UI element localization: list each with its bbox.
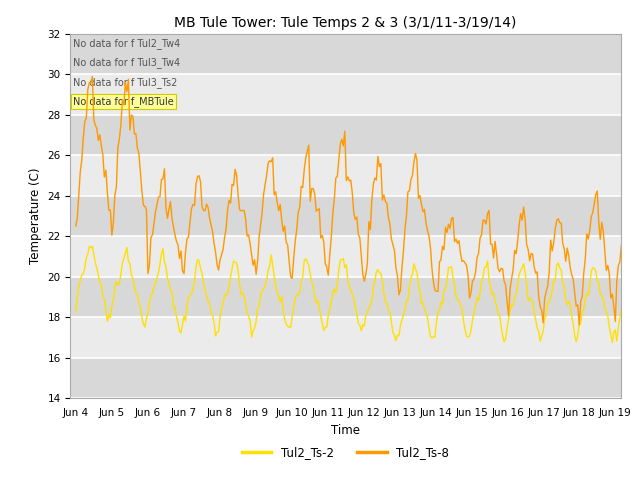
Legend: Tul2_Ts-2, Tul2_Ts-8: Tul2_Ts-2, Tul2_Ts-8: [237, 441, 454, 464]
Bar: [70, 358, 621, 398]
Bar: [70, 317, 621, 358]
Bar: [70, 236, 621, 277]
Bar: [70, 196, 621, 236]
Text: No data for f Tul3_Tw4: No data for f Tul3_Tw4: [73, 57, 180, 68]
X-axis label: Time: Time: [331, 424, 360, 437]
Text: No data for f Tul3_Ts2: No data for f Tul3_Ts2: [73, 77, 177, 87]
Title: MB Tule Tower: Tule Temps 2 & 3 (3/1/11-3/19/14): MB Tule Tower: Tule Temps 2 & 3 (3/1/11-…: [175, 16, 516, 30]
Text: No data for f Tul2_Tw4: No data for f Tul2_Tw4: [73, 38, 180, 48]
Bar: [70, 155, 621, 196]
Bar: [70, 74, 621, 115]
Bar: [70, 277, 621, 317]
Bar: [70, 34, 621, 74]
Y-axis label: Temperature (C): Temperature (C): [29, 168, 42, 264]
Text: No data for f_MBTule: No data for f_MBTule: [73, 96, 174, 107]
Bar: [70, 115, 621, 155]
